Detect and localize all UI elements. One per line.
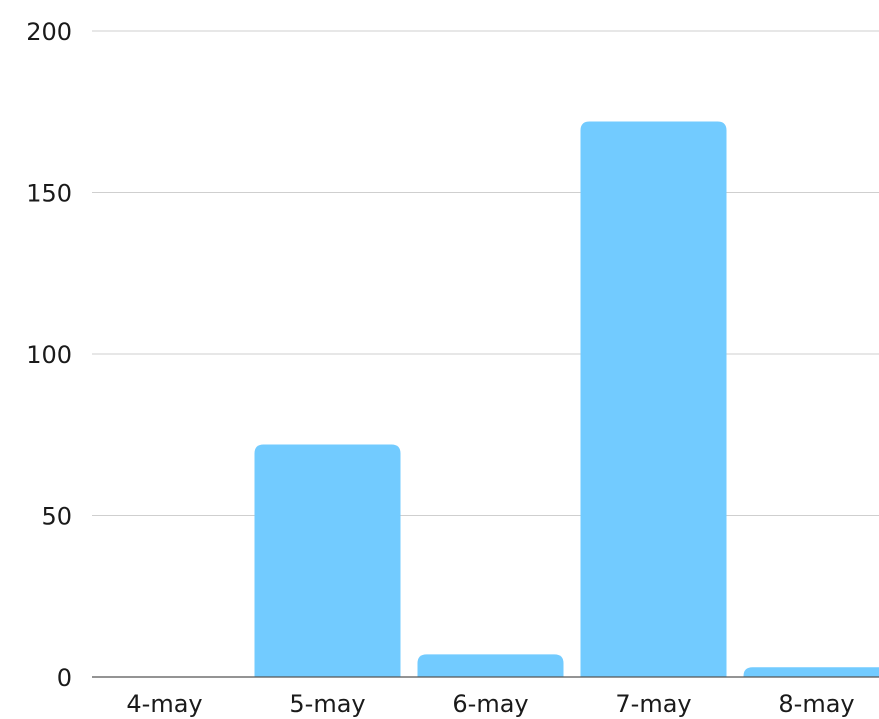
y-tick-label: 100 (26, 341, 72, 369)
bar-7-may (580, 121, 727, 677)
y-tick-label: 50 (41, 503, 72, 531)
y-tick-label: 200 (26, 18, 72, 46)
y-tick-label: 150 (26, 180, 72, 208)
x-tick-label: 7-may (615, 690, 691, 718)
x-tick-label: 5-may (289, 690, 365, 718)
y-axis-tick-labels: 0 50 100 150 200 (26, 18, 72, 692)
x-tick-label: 4-may (126, 690, 202, 718)
grid-layer (92, 30, 879, 516)
bar-5-may (254, 444, 401, 677)
bar-8-may (743, 667, 879, 677)
x-tick-label: 6-may (452, 690, 528, 718)
y-tick-label: 0 (57, 664, 72, 692)
bar-layer (254, 121, 879, 677)
x-tick-label: 8-may (778, 690, 854, 718)
x-axis-tick-labels: 4-may 5-may 6-may 7-may 8-may (126, 690, 854, 718)
bar-6-may (417, 654, 564, 677)
